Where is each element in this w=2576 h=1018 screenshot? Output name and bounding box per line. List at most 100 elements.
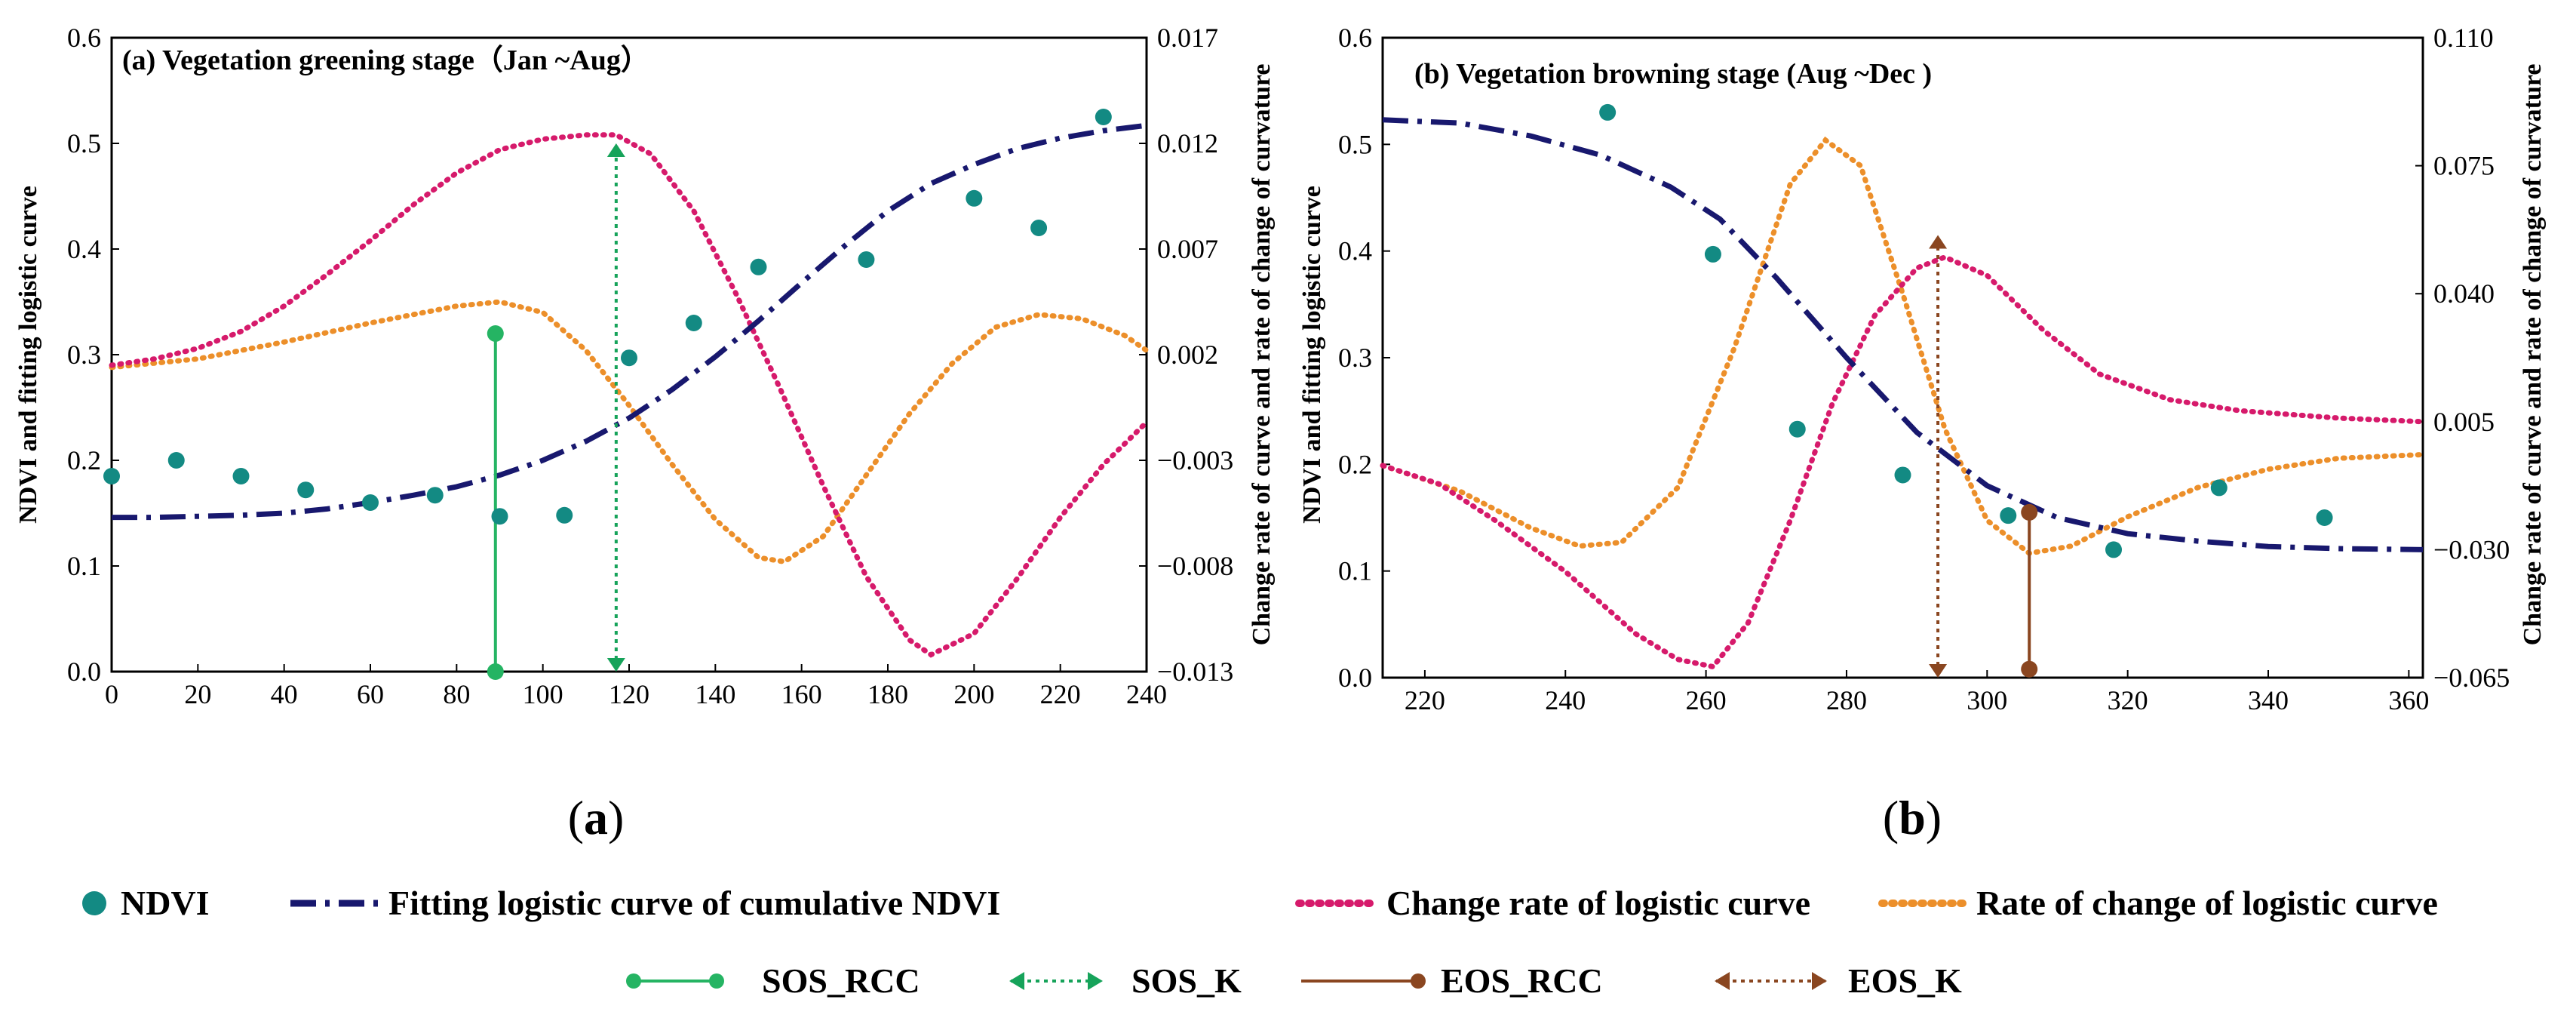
legend-eos-rcc-label: EOS_RCC bbox=[1441, 961, 1603, 1000]
sos-k-arrow-head bbox=[606, 143, 625, 157]
legend-sos-k-label: SOS_K bbox=[1131, 961, 1242, 1000]
ndvi-point bbox=[1894, 466, 1911, 484]
y-left-tick-label: 0.0 bbox=[1338, 663, 1372, 693]
legend-eos-k-label: EOS_K bbox=[1848, 961, 1962, 1000]
ndvi-point bbox=[362, 494, 379, 511]
chart-panel-a: 0 20 40 60 80 100 120 140 160 180 200 220 240 0.0 0.1 0… bbox=[14, 23, 1276, 844]
y-axis-left-label: NDVI and fitting logistic curve bbox=[14, 186, 42, 524]
x-tick-label: 180 bbox=[867, 679, 908, 709]
ndvi-point bbox=[2105, 541, 2123, 558]
ndvi-point bbox=[1599, 103, 1617, 121]
x-tick-label: 200 bbox=[953, 679, 994, 709]
legend-fit-label: Fitting logistic curve of cumulative NDV… bbox=[388, 884, 1000, 922]
legend-sos-rcc-label: SOS_RCC bbox=[762, 961, 920, 1000]
panel-label-close: ) bbox=[608, 791, 624, 844]
sos-k-arrow-head bbox=[606, 658, 625, 672]
x-tick-label: 280 bbox=[1826, 685, 1867, 715]
y-left-tick-label: 0.0 bbox=[67, 657, 101, 687]
y-axis-right-label: Change rate of curve and rate of change … bbox=[1248, 64, 1276, 646]
panel-label-close: ) bbox=[1926, 791, 1942, 844]
fitting-curve-series bbox=[112, 122, 1147, 521]
x-tick-label: 0 bbox=[105, 679, 118, 709]
y-right-tick-label: −0.008 bbox=[1157, 551, 1233, 581]
legend-ndvi-label: NDVI bbox=[121, 884, 210, 922]
y-right-tick-label: 0.005 bbox=[2433, 407, 2495, 437]
sos-rcc-point bbox=[487, 663, 504, 680]
y-left-tick-label: 0.6 bbox=[1338, 23, 1372, 53]
y-left-tick-label: 0.4 bbox=[67, 234, 101, 264]
x-tick-label: 220 bbox=[1405, 685, 1445, 715]
legend-change-rate-label: Change rate of logistic curve bbox=[1386, 884, 1810, 922]
y-right-tick-label: 0.017 bbox=[1157, 23, 1218, 53]
legend-eos-k-arrow bbox=[1715, 972, 1730, 990]
x-tick-label: 160 bbox=[781, 679, 822, 709]
legend-sos-rcc-dot bbox=[709, 973, 724, 989]
y-axis-right-label: Change rate of curve and rate of change … bbox=[2519, 64, 2547, 646]
ndvi-point bbox=[556, 506, 573, 524]
ndvi-point bbox=[167, 452, 185, 469]
y-right-tick-label: 0.040 bbox=[2433, 278, 2495, 309]
y-axis-left-label: NDVI and fitting logistic curve bbox=[1298, 186, 1326, 524]
y-right-tick-label: −0.013 bbox=[1157, 657, 1233, 687]
legend-sos-rcc-dot bbox=[626, 973, 641, 989]
plot-frame bbox=[1381, 36, 2424, 679]
eos-rcc-point bbox=[2021, 503, 2038, 521]
sos-rcc-point bbox=[487, 325, 504, 342]
ndvi-point bbox=[1788, 420, 1806, 438]
x-tick-label: 60 bbox=[357, 679, 384, 709]
x-tick-label: 40 bbox=[271, 679, 298, 709]
panel-label-open: ( bbox=[1883, 791, 1899, 844]
rate-of-change-series bbox=[109, 299, 1150, 565]
series-layer bbox=[1380, 103, 2426, 678]
y-right-tick-label: 0.007 bbox=[1157, 234, 1218, 264]
x-tick-label: 20 bbox=[184, 679, 211, 709]
ndvi-point bbox=[1030, 220, 1048, 236]
y-left-tick-label: 0.6 bbox=[67, 23, 101, 53]
legend-rate-of-change-label: Rate of change of logistic curve bbox=[1976, 884, 2438, 922]
ndvi-point bbox=[1704, 245, 1721, 263]
x-tick-label: 320 bbox=[2108, 685, 2148, 715]
eos-k-arrow-head bbox=[1929, 664, 1948, 678]
y-left-tick-label: 0.5 bbox=[1338, 129, 1372, 159]
ndvi-point bbox=[232, 468, 250, 484]
ndvi-point bbox=[2000, 507, 2017, 524]
panel-label-a: (a) bbox=[568, 791, 625, 844]
x-tick-label: 220 bbox=[1040, 679, 1081, 709]
y-left-tick-label: 0.4 bbox=[1338, 236, 1372, 266]
rate-of-change-series bbox=[1380, 136, 2426, 556]
change-rate-series bbox=[109, 132, 1150, 658]
legend-sos-k-arrow bbox=[1009, 972, 1024, 990]
chart-title: (b) Vegetation browning stage (Aug ~Dec … bbox=[1414, 58, 1932, 90]
panel-label-b: (b) bbox=[1883, 791, 1942, 844]
legend-sos-k-arrow bbox=[1088, 972, 1103, 990]
y-left-tick-label: 0.3 bbox=[67, 340, 101, 370]
y-right-tick-label: 0.110 bbox=[2433, 23, 2494, 53]
series-layer bbox=[103, 109, 1150, 680]
panel-label-letter: b bbox=[1899, 791, 1926, 844]
y-right-tick-label: 0.012 bbox=[1157, 128, 1218, 158]
eos-k-arrow-head bbox=[1929, 235, 1948, 249]
y-left-tick-label: 0.5 bbox=[67, 128, 101, 158]
y-right-tick-label: −0.003 bbox=[1157, 445, 1233, 475]
y-left-tick-label: 0.2 bbox=[67, 445, 101, 475]
x-tick-label: 240 bbox=[1126, 679, 1167, 709]
y-left-tick-label: 0.3 bbox=[1338, 343, 1372, 373]
x-tick-label: 240 bbox=[1545, 685, 1586, 715]
ndvi-point bbox=[621, 349, 637, 367]
y-right-tick-label: 0.075 bbox=[2433, 151, 2495, 181]
x-tick-label: 300 bbox=[1967, 685, 2007, 715]
axis-ticks: 220 240 260 280 300 320 340 360 0.0 0.1 0.2 0.3 0.4 0… bbox=[1338, 23, 2510, 715]
ndvi-point bbox=[491, 508, 508, 525]
x-tick-label: 80 bbox=[443, 679, 470, 709]
y-right-tick-label: −0.030 bbox=[2433, 534, 2510, 564]
legend: NDVI Fitting logistic curve of cumulative… bbox=[82, 884, 2438, 1000]
ndvi-point bbox=[685, 315, 702, 331]
fitting-curve-series bbox=[1382, 117, 2424, 552]
legend-ndvi-swatch bbox=[82, 891, 106, 915]
chart-title: (a) Vegetation greening stage（Jan ~Aug） bbox=[122, 45, 649, 76]
ndvi-point bbox=[297, 481, 315, 499]
x-tick-label: 120 bbox=[609, 679, 649, 709]
ndvi-point bbox=[750, 258, 767, 275]
axis-ticks: 0 20 40 60 80 100 120 140 160 180 200 220 240 0.0 0.1 0… bbox=[67, 23, 1233, 709]
